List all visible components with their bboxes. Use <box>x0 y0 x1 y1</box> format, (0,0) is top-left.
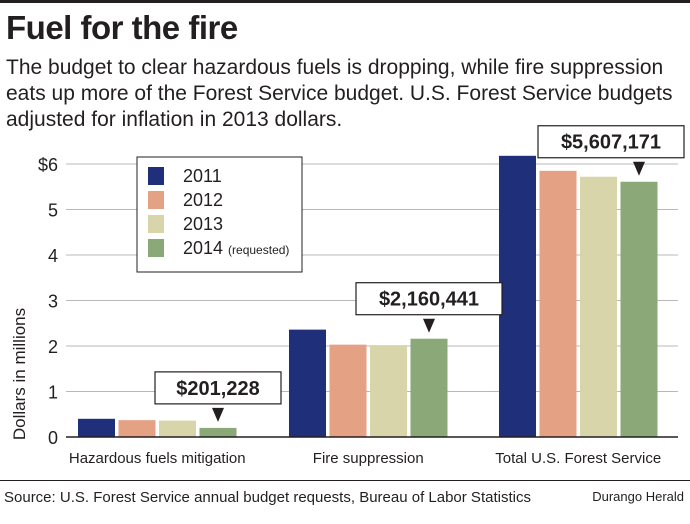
legend-label: 2012 <box>183 190 223 210</box>
y-tick-label: $6 <box>38 155 58 175</box>
legend-label: 2013 <box>183 214 223 234</box>
subtitle-line: The budget to clear hazardous fuels is d… <box>6 56 664 79</box>
x-category-label: Hazardous fuels mitigation <box>69 450 246 467</box>
callout-box <box>537 125 685 159</box>
legend-swatch <box>148 215 164 233</box>
bar <box>370 345 407 437</box>
bar <box>499 155 536 437</box>
bar <box>118 420 156 437</box>
bar <box>580 176 617 438</box>
callout-label: $5,607,171 <box>561 132 661 154</box>
bar <box>410 338 448 437</box>
bar <box>199 427 237 437</box>
x-category-label: Total U.S. Forest Service <box>495 450 661 467</box>
y-tick-label: 2 <box>48 337 58 357</box>
bar <box>78 418 115 437</box>
callout-box <box>355 282 503 316</box>
legend-swatch <box>148 191 164 209</box>
legend-swatch <box>148 239 164 257</box>
bar <box>159 420 196 437</box>
x-category-label: Fire suppression <box>313 450 424 467</box>
y-tick-label: 1 <box>48 383 58 403</box>
legend-note: (requested) <box>228 243 289 257</box>
y-axis-label: Dollars in millions <box>10 308 29 440</box>
legend-label: 2011 <box>183 166 222 186</box>
callout-pointer <box>633 161 645 176</box>
callout-label: $201,228 <box>176 378 259 400</box>
subtitle-line: adjusted for inflation in 2013 dollars. <box>6 108 343 131</box>
chart-subtitle: The budget to clear hazardous fuels is d… <box>6 55 684 133</box>
source-note: Source: U.S. Forest Service annual budge… <box>4 489 531 506</box>
bar <box>620 181 658 437</box>
legend-box <box>136 156 303 273</box>
credit-line: Durango Herald <box>592 489 684 504</box>
top-rule <box>0 0 690 3</box>
callout-label: $2,160,441 <box>379 289 479 311</box>
subtitle-line: eats up more of the Forest Service budge… <box>6 82 673 105</box>
legend-swatch <box>148 167 164 185</box>
bar <box>539 170 577 437</box>
y-tick-label: 4 <box>48 246 58 266</box>
y-tick-label: 5 <box>48 201 58 221</box>
callout-pointer <box>212 407 224 422</box>
source-rule <box>0 480 690 481</box>
legend-label: 2014 (requested) <box>183 238 289 258</box>
bar <box>329 344 367 437</box>
y-tick-label: 3 <box>48 292 58 312</box>
callout-box <box>154 371 282 405</box>
chart-title: Fuel for the fire <box>6 9 238 46</box>
bar <box>289 329 326 437</box>
y-tick-label: 0 <box>48 428 58 448</box>
callout-pointer <box>423 318 435 333</box>
